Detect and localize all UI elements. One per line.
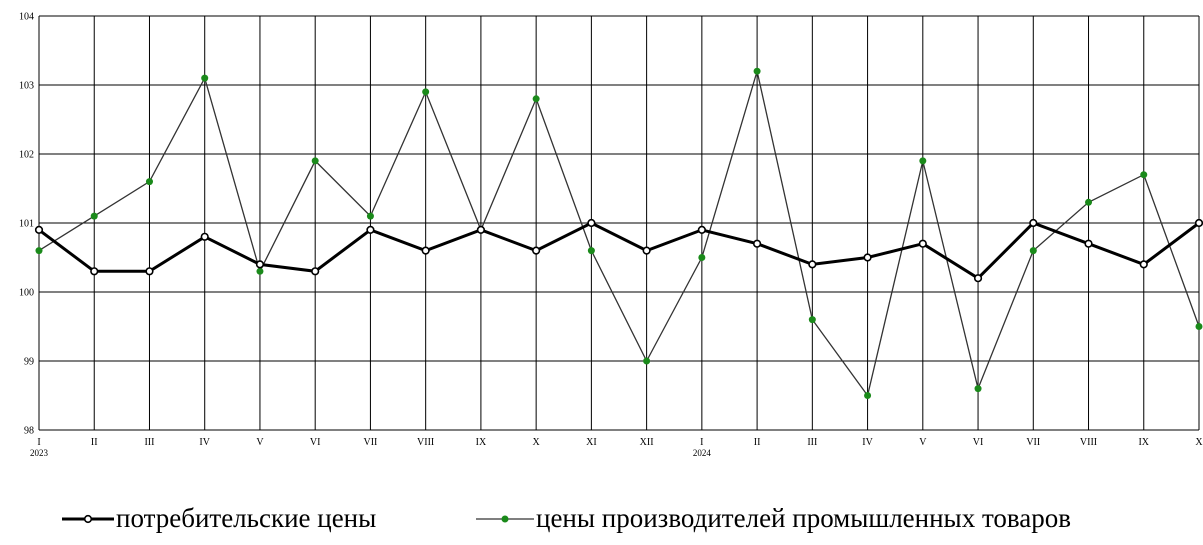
producer-prices-point xyxy=(256,267,264,275)
consumer-prices-line xyxy=(38,221,1200,281)
x-tick-label: VIII xyxy=(1080,437,1097,448)
consumer-prices-point xyxy=(476,225,486,234)
producer-prices-point xyxy=(1140,171,1148,179)
x-tick-label: VIII xyxy=(417,437,434,448)
y-tick-label: 98 xyxy=(24,426,34,437)
y-tick-label: 104 xyxy=(19,12,34,23)
producer-prices-line xyxy=(38,68,1200,398)
x-tick-label: VI xyxy=(973,437,984,448)
producer-prices-point xyxy=(864,392,872,399)
producer-prices-point xyxy=(974,385,982,393)
consumer-prices-point xyxy=(697,225,706,234)
legend-item-producer-prices: цены производителей промышленных товаров xyxy=(474,503,1071,534)
consumer-prices-point xyxy=(587,218,596,228)
x-tick-label: V xyxy=(256,437,264,448)
consumer-prices-point xyxy=(34,225,44,234)
x-tick-label: IX xyxy=(1138,437,1149,448)
consumer-prices-point xyxy=(311,267,320,276)
y-tick-label: 100 xyxy=(19,288,34,299)
x-tick-label: IX xyxy=(476,437,487,448)
y-tick-label: 101 xyxy=(19,219,34,230)
producer-prices-point xyxy=(1195,323,1203,330)
consumer-prices-point xyxy=(532,246,541,255)
consumer-prices-point xyxy=(752,239,762,248)
producer-prices-point xyxy=(643,357,651,365)
producer-prices-point xyxy=(1085,198,1093,206)
producer-prices-point xyxy=(422,88,430,96)
x-year-label: 2024 xyxy=(693,448,712,458)
consumer-prices-point xyxy=(90,267,99,276)
consumer-prices-point xyxy=(918,239,927,248)
y-axis-ticks: 98 99 100 101 102 103 104 xyxy=(19,12,34,437)
x-tick-label: XII xyxy=(640,437,654,448)
chart-grid xyxy=(38,15,1200,431)
producer-prices-point xyxy=(90,212,98,220)
x-tick-label: IV xyxy=(862,437,873,448)
consumer-prices-point xyxy=(421,246,430,255)
producer-prices-point xyxy=(532,95,540,103)
x-tick-label: III xyxy=(144,437,154,448)
producer-prices-point xyxy=(35,247,43,255)
series-consumer-prices xyxy=(34,218,1203,283)
consumer-prices-point xyxy=(366,225,375,234)
producer-prices-point xyxy=(587,247,595,255)
producer-prices-point xyxy=(366,212,374,220)
producer-prices-point xyxy=(808,316,816,324)
producer-prices-point xyxy=(145,178,153,186)
producer-prices-point xyxy=(311,157,319,165)
consumer-prices-point xyxy=(1029,218,1038,228)
x-tick-label: VII xyxy=(1026,437,1040,448)
producer-prices-point xyxy=(919,157,927,165)
consumer-prices-point xyxy=(863,253,872,262)
consumer-prices-point xyxy=(973,274,983,283)
producer-prices-point xyxy=(1029,247,1037,255)
x-tick-label: II xyxy=(754,437,761,448)
producer-prices-point xyxy=(698,254,706,261)
y-tick-label: 103 xyxy=(19,81,34,92)
x-tick-label: III xyxy=(807,437,817,448)
x-tick-label: VII xyxy=(363,437,377,448)
x-tick-label: X xyxy=(1195,437,1203,448)
x-tick-label: I xyxy=(700,437,703,448)
legend-label-producer-prices: цены производителей промышленных товаров xyxy=(536,503,1072,533)
x-tick-label: V xyxy=(919,437,927,448)
consumer-prices-point xyxy=(808,260,817,269)
legend-marker-producer-prices xyxy=(476,515,534,522)
consumer-prices-point xyxy=(200,232,209,241)
legend-marker-consumer-prices xyxy=(62,514,114,523)
consumer-prices-point xyxy=(1084,239,1093,248)
series-producer-prices xyxy=(35,67,1203,399)
producer-prices-point xyxy=(753,67,761,75)
x-tick-label: X xyxy=(533,437,541,448)
consumer-prices-point xyxy=(145,267,154,276)
x-tick-label: I xyxy=(37,437,40,448)
x-year-label: 2023 xyxy=(30,448,49,458)
x-tick-label: VI xyxy=(310,437,321,448)
y-tick-label: 99 xyxy=(24,357,34,368)
chart-legend: потребительские цены цены производителей… xyxy=(0,503,1203,543)
legend-label-consumer-prices: потребительские цены xyxy=(116,503,377,533)
y-tick-label: 102 xyxy=(19,150,34,161)
x-tick-label: IV xyxy=(199,437,210,448)
x-tick-label: XI xyxy=(586,437,597,448)
producer-prices-point xyxy=(201,74,209,82)
consumer-prices-point xyxy=(642,246,651,255)
consumer-prices-point xyxy=(1194,218,1203,228)
legend-item-consumer-prices: потребительские цены xyxy=(60,503,376,534)
consumer-prices-point xyxy=(1139,260,1148,269)
consumer-prices-point xyxy=(255,260,265,269)
x-tick-label: II xyxy=(91,437,98,448)
